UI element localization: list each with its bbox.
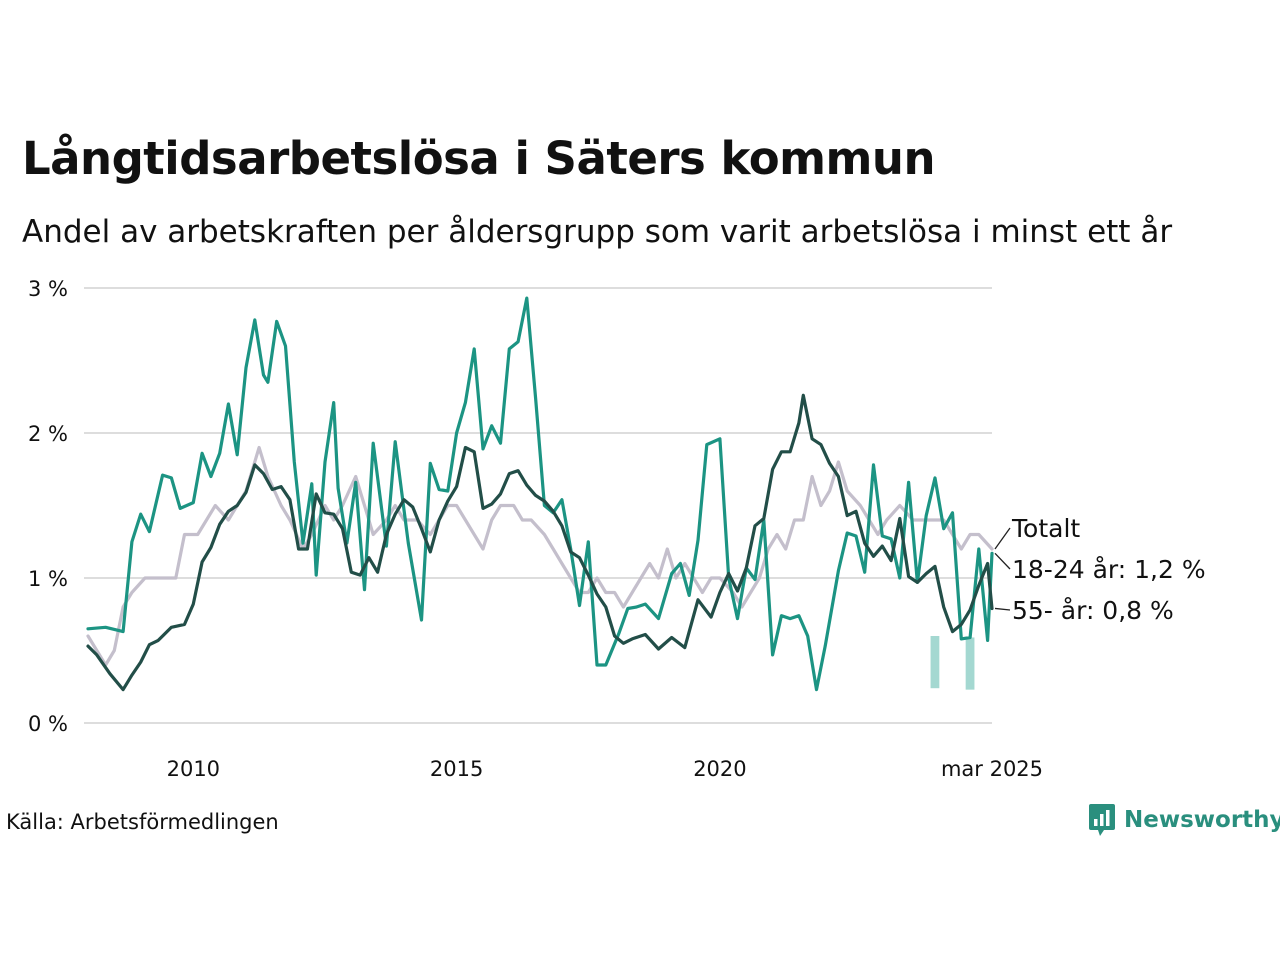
legend-leader-line xyxy=(994,527,1011,550)
newsworthy-logo: Newsworthy xyxy=(1088,803,1280,837)
x-tick-label: mar 2025 xyxy=(941,757,1043,781)
newsworthy-logo-icon xyxy=(1089,804,1115,836)
series-line-age_55 xyxy=(86,393,994,692)
x-tick-label: 2015 xyxy=(430,757,483,781)
source-note: Källa: Arbetsförmedlingen xyxy=(6,810,279,834)
chart-subtitle: Andel av arbetskraften per åldersgrupp s… xyxy=(22,214,1173,250)
series-lines xyxy=(86,296,994,692)
y-tick-label: 1 % xyxy=(28,567,68,591)
legend-leader-line xyxy=(994,552,1011,570)
x-axis-ticks: 2010 2015 2020 mar 2025 xyxy=(167,757,1043,781)
x-tick-label: 2010 xyxy=(167,757,220,781)
brand-name: Newsworthy xyxy=(1124,807,1280,833)
gridlines xyxy=(84,287,992,724)
gap-bands xyxy=(930,636,975,690)
series-line-age_18_24 xyxy=(86,296,994,692)
gap-band xyxy=(965,637,975,690)
y-tick-label: 0 % xyxy=(28,712,68,736)
series-line-total xyxy=(86,445,994,667)
y-tick-label: 3 % xyxy=(28,277,68,301)
legend-label-age_18_24: 18-24 år: 1,2 % xyxy=(1012,555,1206,584)
x-tick-label: 2020 xyxy=(693,757,746,781)
y-axis-ticks: 0 % 1 % 2 % 3 % xyxy=(28,277,68,736)
legend-label-age_55: 55- år: 0,8 % xyxy=(1012,596,1174,625)
chart-title: Långtidsarbetslösa i Säters kommun xyxy=(22,132,936,185)
gap-band xyxy=(930,636,940,689)
legend: Totalt 18-24 år: 1,2 % 55- år: 0,8 % xyxy=(994,514,1206,625)
legend-leader-line xyxy=(994,607,1011,611)
legend-label-total: Totalt xyxy=(1011,514,1080,543)
y-tick-label: 2 % xyxy=(28,422,68,446)
